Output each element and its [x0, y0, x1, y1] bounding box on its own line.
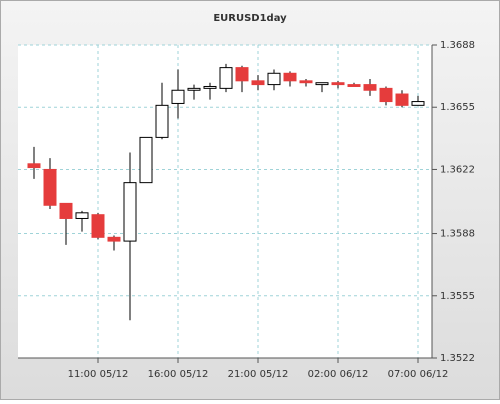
y-tick-label: 1.3688	[440, 40, 475, 51]
candle-body	[75, 212, 89, 219]
candle-body	[299, 80, 313, 84]
y-tick-label: 1.3555	[440, 291, 475, 302]
candle-body	[315, 82, 329, 86]
x-tick-label: 21:00 05/12	[228, 369, 289, 380]
candle-body	[155, 104, 169, 138]
y-tick-label: 1.3522	[440, 353, 475, 364]
candle-body	[347, 84, 361, 87]
chart-title: EURUSD1day	[213, 13, 287, 24]
y-tick-label: 1.3655	[440, 102, 475, 113]
candle-body	[411, 101, 425, 106]
candle-body	[363, 84, 377, 91]
candle-body	[379, 87, 393, 103]
candle-body	[187, 87, 201, 91]
candle-body	[235, 67, 249, 82]
candle-body	[251, 80, 265, 86]
candle-body	[123, 182, 137, 242]
candle-body	[43, 168, 57, 206]
candle-body	[219, 67, 233, 89]
candle-body	[59, 202, 73, 219]
candle-body	[171, 89, 185, 104]
candle-body	[331, 82, 345, 86]
candle-body	[283, 72, 297, 82]
y-tick-label: 1.3588	[440, 229, 475, 240]
plot-area	[18, 45, 432, 358]
candle-body	[139, 136, 153, 184]
candle-body	[27, 163, 41, 169]
x-tick-label: 07:00 06/12	[388, 369, 449, 380]
x-tick-label: 02:00 06/12	[308, 369, 369, 380]
candle-body	[107, 236, 121, 242]
candle-body	[91, 214, 105, 238]
candle-body	[395, 93, 409, 106]
x-tick-label: 11:00 05/12	[68, 369, 129, 380]
candle-body	[203, 85, 217, 89]
x-tick-label: 16:00 05/12	[148, 369, 209, 380]
y-tick-label: 1.3622	[440, 164, 475, 175]
candle-body	[267, 72, 281, 86]
